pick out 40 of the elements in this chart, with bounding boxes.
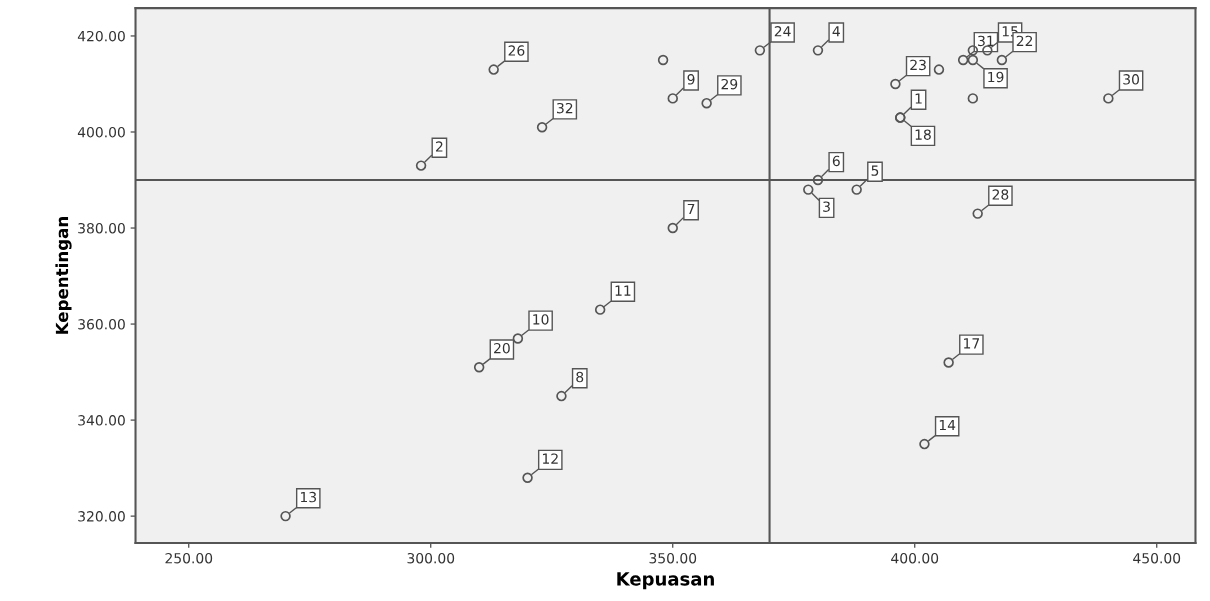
- annotation: 26: [508, 45, 525, 56]
- annotation: 13: [300, 491, 317, 503]
- annotation: 31: [978, 35, 994, 47]
- annotation: 4: [832, 26, 840, 37]
- x-tick-label: 400.00: [891, 552, 939, 564]
- annotation: 20: [494, 342, 510, 354]
- annotation: 6: [832, 155, 840, 167]
- annotation: 23: [910, 59, 926, 71]
- annotation: 14: [939, 419, 956, 431]
- y-tick-label: 380.00: [78, 222, 125, 234]
- y-tick-label: 320.00: [78, 511, 125, 522]
- annotation: 19: [988, 71, 1004, 83]
- x-axis-title: Kepuasan: [617, 572, 714, 590]
- annotation: 29: [721, 78, 738, 90]
- annotation: 11: [615, 285, 631, 296]
- annotation: 12: [542, 453, 558, 464]
- annotation: 28: [992, 189, 1009, 200]
- annotation: 1: [915, 93, 922, 104]
- x-tick-label: 250.00: [165, 552, 213, 564]
- annotation: 30: [1123, 74, 1139, 85]
- y-tick-label: 400.00: [77, 126, 125, 138]
- annotation: 10: [533, 314, 549, 325]
- annotation: 17: [964, 338, 980, 349]
- annotation: 24: [774, 26, 791, 37]
- annotation: 2: [435, 141, 443, 152]
- y-axis-title: Kepentingan: [55, 217, 72, 334]
- x-tick-label: 300.00: [407, 552, 455, 564]
- annotation: 7: [687, 203, 695, 215]
- annotation: 32: [557, 102, 573, 114]
- annotation: 5: [871, 165, 879, 176]
- annotation: 3: [823, 201, 830, 212]
- annotation: 8: [576, 371, 584, 383]
- annotation: 18: [915, 129, 931, 140]
- y-tick-label: 420.00: [77, 30, 125, 42]
- y-tick-label: 360.00: [78, 319, 125, 330]
- y-tick-label: 340.00: [78, 415, 125, 426]
- x-tick-label: 350.00: [649, 552, 697, 564]
- x-tick-label: 450.00: [1133, 552, 1181, 564]
- annotation: 9: [687, 74, 695, 85]
- annotation: 22: [1016, 35, 1033, 46]
